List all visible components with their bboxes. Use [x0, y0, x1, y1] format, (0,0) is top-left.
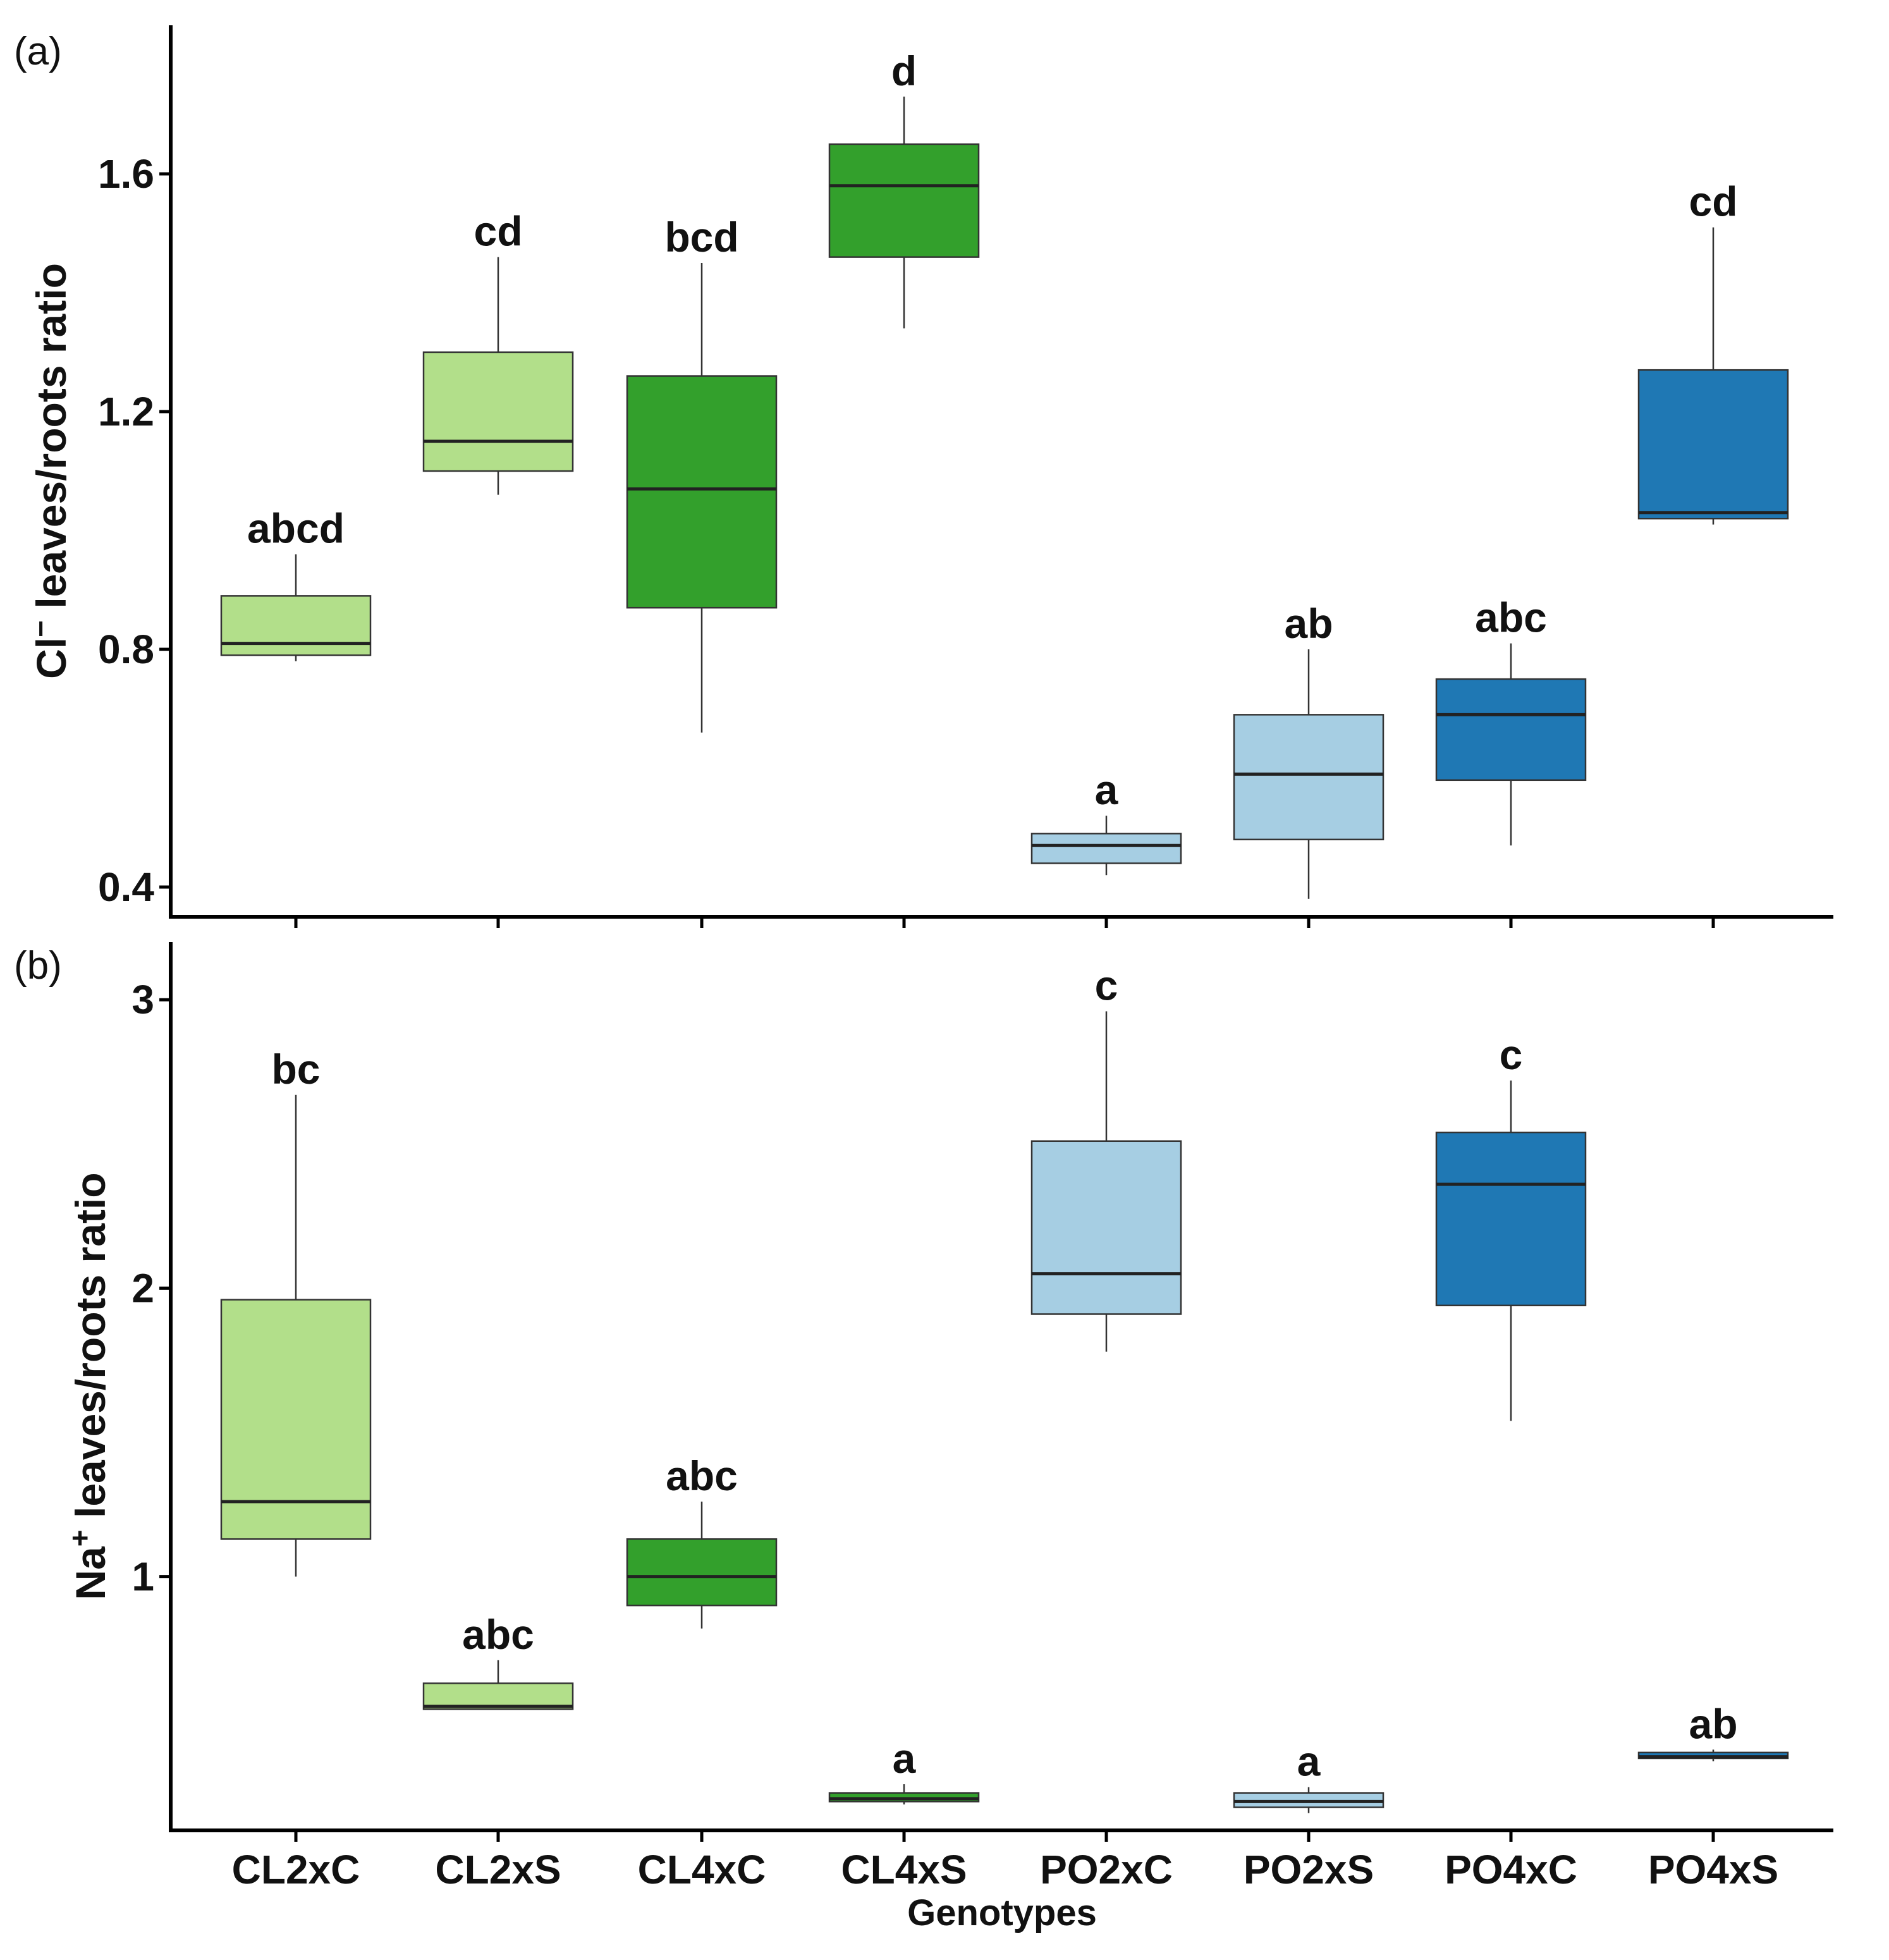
significance-letter: a [1095, 766, 1119, 813]
significance-letter: abc [1475, 594, 1547, 641]
panel-b: (b) 1 2 3 Na+ leaves/roots ratio bc abc abc a c a c… [14, 942, 1833, 1933]
y-tick-label: 0.4 [98, 864, 154, 910]
significance-letter: c [1500, 1031, 1523, 1078]
y-tick-label: 0.8 [98, 627, 154, 672]
box-body [1435, 678, 1587, 781]
box-body [1030, 833, 1182, 864]
significance-letter: abc [666, 1452, 738, 1499]
box-cl4xs: d [828, 47, 980, 329]
x-tick-label: CL4xS [841, 1847, 967, 1892]
panel-label: (a) [14, 30, 62, 73]
box-body [1637, 369, 1789, 520]
significance-letter: ab [1689, 1700, 1737, 1747]
box-body [220, 1299, 372, 1540]
box-po2xs: ab [1233, 600, 1385, 899]
box-cl4xc: abc [626, 1452, 778, 1629]
panel-label: (b) [14, 944, 62, 988]
box-po4xs: cd [1637, 178, 1789, 525]
panel-a: (a)0.40.81.21.6Cl− leaves/roots ratio abc… [14, 25, 1833, 928]
box-body [1233, 714, 1385, 841]
y-axis-label-ion: Cl [28, 637, 75, 679]
box-body [626, 1538, 778, 1607]
significance-letter: cd [1689, 178, 1737, 225]
x-axis-label: Genotypes [907, 1892, 1097, 1933]
x-tick-label: CL2xS [435, 1847, 561, 1892]
significance-letter: d [891, 47, 917, 94]
significance-letter: bcd [664, 214, 738, 260]
y-axis-label-ion: Na [67, 1546, 114, 1600]
significance-letter: c [1095, 962, 1118, 1008]
y-tick-label: 3 [131, 977, 154, 1022]
significance-letter: ab [1284, 600, 1333, 647]
box-po2xs: a [1233, 1738, 1385, 1813]
box-cl4xc: bcd [626, 214, 778, 733]
box-po4xs: ab [1637, 1700, 1789, 1761]
x-tick-label: PO4xC [1445, 1847, 1577, 1892]
box-po4xc: c [1435, 1031, 1587, 1421]
significance-letter: abcd [247, 505, 345, 552]
box-body [626, 375, 778, 609]
x-tick-label: CL2xC [232, 1847, 360, 1892]
box-body [1435, 1131, 1587, 1307]
y-axis-label-charge: + [63, 1529, 96, 1547]
x-tick-label: PO2xC [1040, 1847, 1173, 1892]
box-body [828, 143, 980, 258]
box-cl2xs: cd [422, 208, 574, 495]
x-tick-label: PO2xS [1244, 1847, 1374, 1892]
box-cl2xs: abc [422, 1611, 574, 1710]
y-tick-label: 2 [131, 1265, 154, 1311]
significance-letter: cd [474, 208, 522, 255]
y-tick-label: 1.6 [98, 151, 154, 197]
box-cl2xc: bc [220, 1046, 372, 1577]
significance-letter: a [1297, 1738, 1321, 1785]
box-body [422, 351, 574, 472]
y-axis-label-charge: − [24, 620, 57, 637]
x-tick-label: PO4xS [1648, 1847, 1778, 1892]
y-tick-label: 1.2 [98, 389, 154, 434]
significance-letter: a [893, 1735, 917, 1782]
y-axis-label: Na+ leaves/roots ratio [63, 1172, 114, 1600]
y-axis-label-text: leaves/roots ratio [67, 1172, 114, 1529]
box-po2xc: c [1030, 962, 1182, 1352]
box-body [1030, 1140, 1182, 1315]
significance-letter: abc [462, 1611, 534, 1658]
x-tick-label: CL4xC [638, 1847, 766, 1892]
y-axis-label: Cl− leaves/roots ratio [24, 263, 75, 679]
box-cl2xc: abcd [220, 505, 372, 661]
y-axis-label-text: leaves/roots ratio [28, 263, 75, 620]
box-cl4xs: a [828, 1735, 980, 1804]
box-po4xc: abc [1435, 594, 1587, 846]
box-body [220, 595, 372, 656]
box-po2xc: a [1030, 766, 1182, 876]
significance-letter: bc [271, 1046, 320, 1093]
y-tick-label: 1 [131, 1554, 154, 1600]
